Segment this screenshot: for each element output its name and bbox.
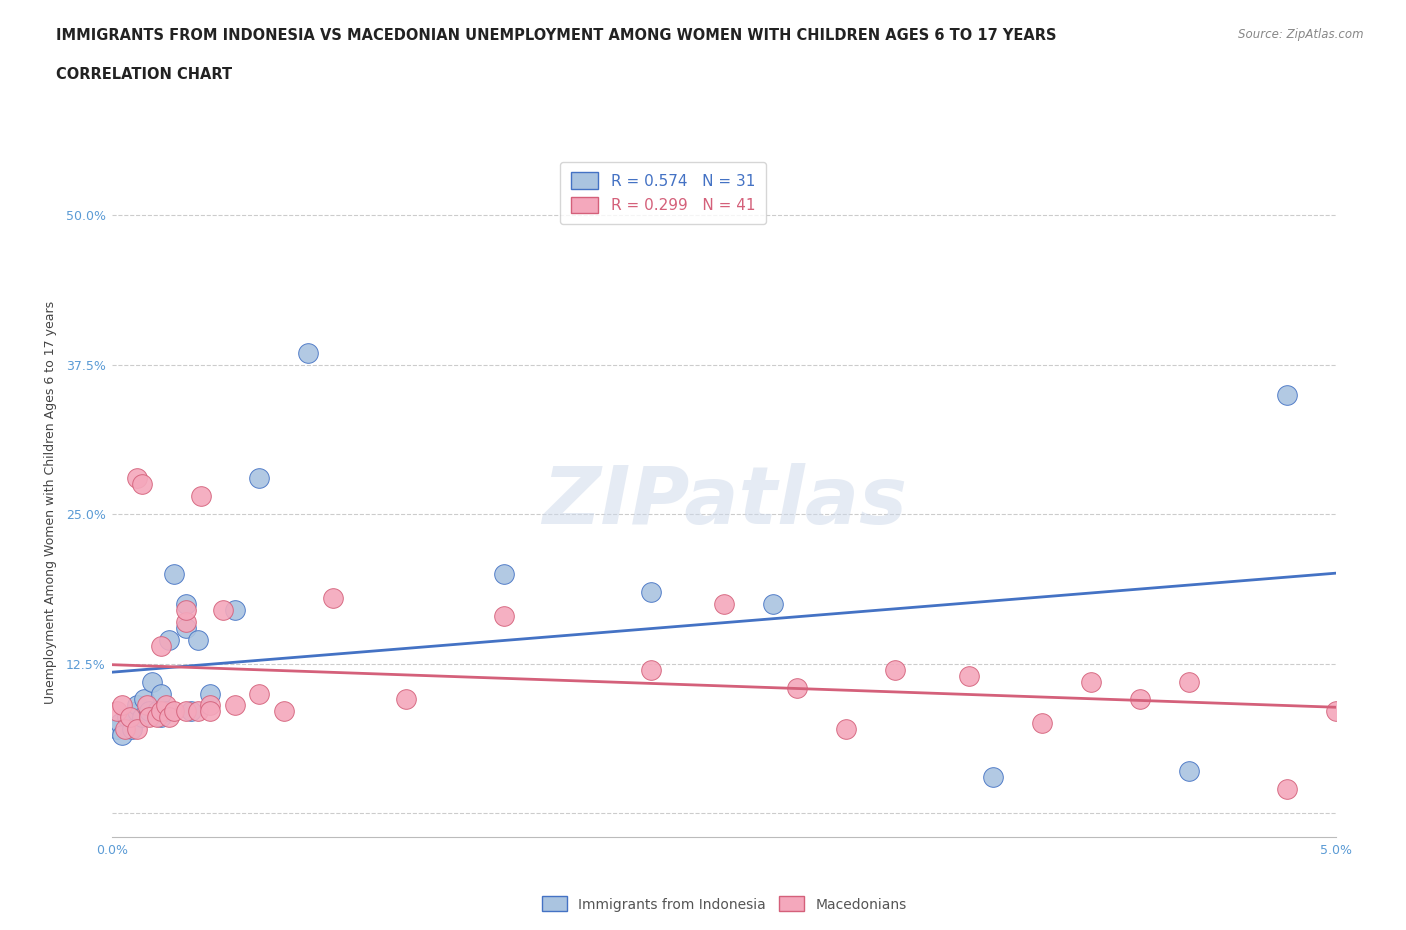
Point — [134, 692, 156, 707]
Point — [1275, 387, 1298, 402]
Point — [150, 638, 173, 653]
Text: Source: ZipAtlas.com: Source: ZipAtlas.com — [1239, 28, 1364, 41]
Point — [981, 770, 1004, 785]
Point — [131, 477, 153, 492]
Point — [1129, 692, 1152, 707]
Point — [1178, 764, 1201, 778]
Point — [125, 722, 148, 737]
Point — [187, 704, 209, 719]
Point — [141, 674, 163, 689]
Point — [492, 608, 515, 623]
Point — [138, 710, 160, 724]
Point — [174, 704, 197, 719]
Point — [273, 704, 295, 719]
Text: CORRELATION CHART: CORRELATION CHART — [56, 67, 232, 82]
Point — [108, 716, 131, 731]
Point — [115, 710, 138, 724]
Point — [224, 603, 246, 618]
Point — [174, 596, 197, 611]
Point — [150, 710, 173, 724]
Text: IMMIGRANTS FROM INDONESIA VS MACEDONIAN UNEMPLOYMENT AMONG WOMEN WITH CHILDREN A: IMMIGRANTS FROM INDONESIA VS MACEDONIAN … — [56, 28, 1057, 43]
Point — [111, 698, 134, 713]
Point — [190, 489, 212, 504]
Point — [640, 584, 662, 599]
Point — [155, 704, 177, 719]
Point — [1080, 674, 1102, 689]
Point — [105, 722, 128, 737]
Point — [247, 686, 270, 701]
Point — [155, 698, 177, 713]
Point — [1031, 716, 1053, 731]
Text: ZIPatlas: ZIPatlas — [541, 463, 907, 541]
Point — [150, 686, 173, 701]
Point — [395, 692, 418, 707]
Point — [174, 620, 197, 635]
Point — [200, 686, 222, 701]
Point — [125, 704, 148, 719]
Legend: Immigrants from Indonesia, Macedonians: Immigrants from Indonesia, Macedonians — [536, 891, 912, 917]
Point — [247, 471, 270, 485]
Point — [157, 632, 180, 647]
Point — [163, 566, 186, 581]
Point — [125, 471, 148, 485]
Point — [163, 704, 186, 719]
Point — [224, 698, 246, 713]
Point — [1324, 704, 1347, 719]
Point — [713, 596, 735, 611]
Point — [957, 668, 980, 683]
Point — [135, 698, 157, 713]
Point — [174, 615, 197, 630]
Point — [211, 603, 233, 618]
Point — [492, 566, 515, 581]
Point — [835, 722, 858, 737]
Point — [138, 704, 160, 719]
Point — [174, 603, 197, 618]
Point — [200, 698, 222, 713]
Point — [180, 704, 202, 719]
Point — [762, 596, 785, 611]
Point — [145, 710, 167, 724]
Point — [131, 710, 153, 724]
Point — [105, 704, 128, 719]
Y-axis label: Unemployment Among Women with Children Ages 6 to 17 years: Unemployment Among Women with Children A… — [44, 300, 58, 704]
Point — [1275, 782, 1298, 797]
Point — [322, 591, 344, 605]
Point — [187, 632, 209, 647]
Point — [111, 728, 134, 743]
Point — [884, 662, 907, 677]
Point — [118, 710, 141, 724]
Point — [145, 704, 167, 719]
Point — [297, 345, 319, 360]
Point — [1178, 674, 1201, 689]
Point — [114, 722, 136, 737]
Point — [157, 710, 180, 724]
Point — [786, 680, 808, 695]
Point — [125, 698, 148, 713]
Point — [121, 722, 143, 737]
Point — [640, 662, 662, 677]
Point — [200, 704, 222, 719]
Point — [150, 704, 173, 719]
